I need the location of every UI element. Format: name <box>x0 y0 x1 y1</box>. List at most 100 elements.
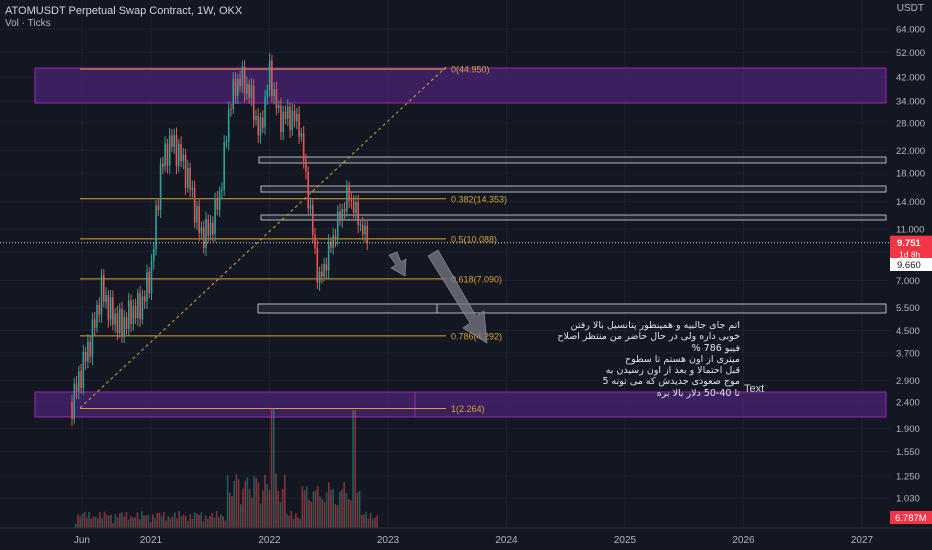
volume-bar <box>321 498 323 528</box>
volume-indicator-label[interactable]: Vol · Ticks <box>5 18 51 29</box>
volume-bar <box>191 518 194 528</box>
candle-body <box>198 206 200 234</box>
candle-body <box>264 96 266 128</box>
candle-body <box>196 206 198 223</box>
volume-bar <box>292 518 295 528</box>
support-zone-bottom[interactable] <box>34 391 887 418</box>
candle-body <box>225 141 228 143</box>
candle-body <box>234 79 237 97</box>
candle-body <box>241 66 244 87</box>
volume-bar <box>277 490 279 528</box>
candle-body <box>100 275 103 315</box>
volume-bar <box>229 492 231 528</box>
candle-body <box>112 297 114 325</box>
candle-body <box>289 106 291 130</box>
price-tick-label: 3.700 <box>896 348 920 359</box>
volume-bar <box>374 517 376 528</box>
volume-bar <box>336 505 339 528</box>
fib-level-label: 0(44.950) <box>451 65 490 75</box>
volume-bar <box>255 478 257 528</box>
annotation-note[interactable]: اتم جای جالبیه و همینطور پتانسیل بالا رف… <box>557 320 740 399</box>
candle-body <box>348 187 350 201</box>
volume-bar <box>330 490 332 528</box>
volume-bar <box>121 512 123 528</box>
projection-arrow-short[interactable] <box>388 251 407 277</box>
volume-bar <box>119 513 121 528</box>
volume-bar <box>343 482 345 528</box>
symbol-title[interactable]: ATOMUSDT Perpetual Swap Contract, 1W, OK… <box>5 5 243 17</box>
volume-bar <box>253 476 255 528</box>
resistance-box-2[interactable] <box>260 185 887 193</box>
price-tick-label: 14.000 <box>896 197 925 208</box>
volume-bar <box>92 516 95 528</box>
volume-bar <box>332 488 334 528</box>
candle-body <box>309 205 312 209</box>
volume-bar <box>328 482 330 528</box>
volume-bar <box>319 496 321 528</box>
volume-bar <box>110 514 112 528</box>
candle-body <box>323 264 325 277</box>
volume-bar <box>171 516 174 528</box>
candle-body <box>184 154 187 188</box>
price-tick-label: 4.500 <box>896 326 920 337</box>
volume-bar <box>136 512 139 528</box>
volume-bar <box>149 522 152 528</box>
volume-bar <box>202 521 205 528</box>
volume-bar <box>314 490 317 528</box>
candle-body <box>286 106 289 119</box>
volume-bar <box>101 518 103 528</box>
candle-body <box>298 113 300 137</box>
volume-bar <box>169 518 172 528</box>
candle-body <box>327 241 330 271</box>
time-tick-label: 2024 <box>495 535 518 546</box>
volume-bar <box>103 511 106 528</box>
candle-body <box>316 247 319 283</box>
candle-body <box>132 306 135 324</box>
projection-arrow-long[interactable] <box>427 249 488 344</box>
candle-body <box>282 111 285 133</box>
volume-bar <box>266 484 268 528</box>
price-tick-label: 1.030 <box>896 494 920 505</box>
volume-bar <box>112 523 114 528</box>
volume-bar <box>209 515 211 528</box>
volume-bar <box>97 517 99 528</box>
volume-bar <box>215 511 218 528</box>
volume-bar <box>248 488 251 528</box>
last-price-tag <box>890 235 932 262</box>
volume-bar <box>198 515 200 528</box>
candle-body <box>300 133 303 137</box>
cursor-price-tag <box>890 258 932 271</box>
resistance-box-1[interactable] <box>258 156 887 164</box>
volume-bar <box>356 492 359 528</box>
candle-body <box>159 163 162 210</box>
volume-bar <box>152 514 154 528</box>
volume-bar <box>259 503 262 528</box>
volume-bar <box>303 489 306 528</box>
volume-value: 6.787M <box>895 513 927 524</box>
fib-trend-line[interactable] <box>79 66 447 409</box>
resistance-zone-top[interactable] <box>34 67 887 104</box>
volume-bar <box>163 512 165 528</box>
candle-body <box>141 296 144 320</box>
candle-body <box>296 113 298 122</box>
candle-body <box>361 224 364 235</box>
resistance-box-3[interactable] <box>260 214 887 221</box>
volume-bar <box>251 497 253 528</box>
text-annotation[interactable]: Text <box>744 383 765 395</box>
volume-bar <box>279 501 282 528</box>
support-box[interactable] <box>257 303 887 314</box>
volume-bar <box>365 511 367 528</box>
candle-body <box>230 109 232 111</box>
volume-bar <box>141 511 143 528</box>
currency-label: USDT <box>896 3 924 14</box>
candle-body <box>227 109 230 142</box>
candle-body <box>246 83 248 94</box>
volume-bar <box>165 520 167 528</box>
volume-bar <box>167 515 169 528</box>
volume-bar <box>264 474 266 528</box>
volume-bar <box>176 518 178 528</box>
price-tick-label: 2.400 <box>896 397 920 408</box>
candle-body <box>257 115 260 136</box>
